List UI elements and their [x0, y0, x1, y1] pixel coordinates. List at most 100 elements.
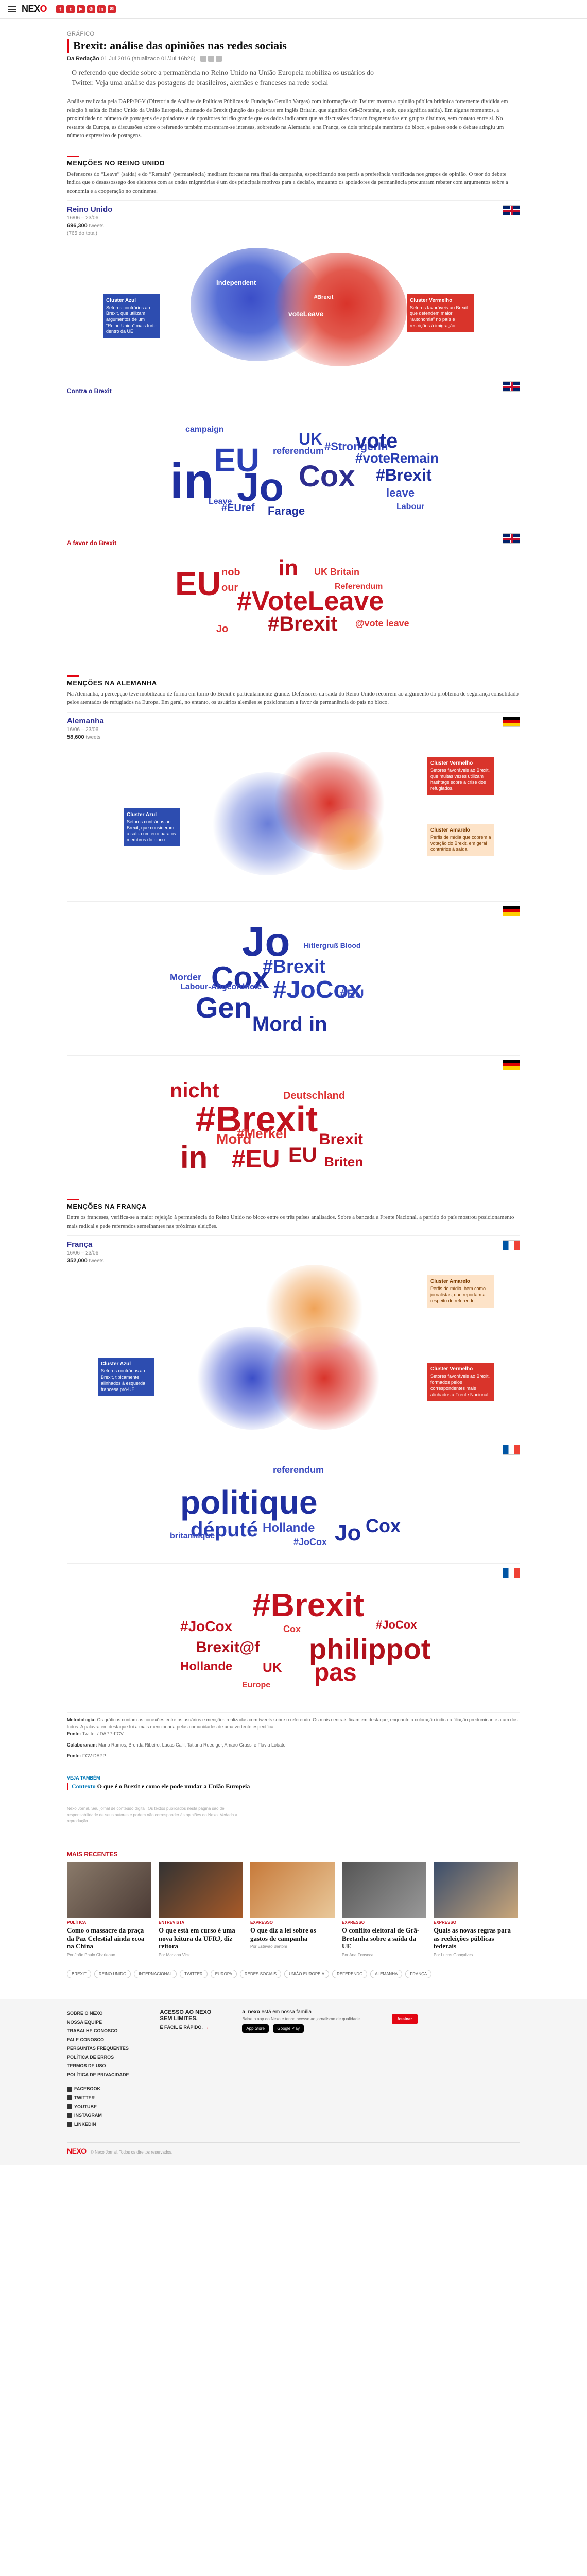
uk-count: 696,300: [67, 223, 88, 229]
de-count: 58,600: [67, 734, 84, 740]
footer-access: Acesso ao Nexo sem limites. É fácil e rá…: [160, 2009, 212, 2030]
fr-callout-red: Cluster Vermelho Setores favoráveis ao Br…: [427, 1363, 494, 1401]
tag[interactable]: Reino Unido: [94, 1969, 131, 1978]
methodology-note: Metodologia: Os gráficos contam as conex…: [67, 1712, 520, 1760]
de-callout-blue: Cluster Azul Setores contrários ao Brexit…: [124, 808, 180, 846]
tag[interactable]: União Europeia: [284, 1969, 330, 1978]
fr-cloud-remain: politique député Jo Cox Hollande referen…: [170, 1465, 401, 1548]
uk-count-unit: tweets: [89, 223, 104, 229]
fr-cloud-leave-panel: #Brexit philippot pas #JoCox Brexit@f Ho…: [67, 1563, 520, 1702]
article-intro: Análise realizada pela DAPP/FGV (Diretor…: [67, 98, 508, 139]
twitter-icon[interactable]: t: [66, 5, 75, 13]
de-country-label: Alemanha: [67, 716, 104, 725]
arrow-right-icon[interactable]: →: [204, 2024, 209, 2030]
header-social-links: f t ▶ ◎ in ✉: [56, 5, 116, 13]
fineprint: Nexo Jornal. Seu jornal de conteúdo digi…: [67, 1806, 237, 1823]
article-card[interactable]: Expresso Quais as novas regras para as re…: [434, 1861, 518, 1957]
section-title-fr: Menções na França: [67, 1199, 520, 1210]
share-icons: [200, 56, 222, 62]
fr-period: 16/06 – 23/06: [67, 1250, 99, 1257]
uk-network-panel: Reino Unido 16/06 – 23/06 696,300 tweets…: [67, 200, 520, 371]
article-card-image[interactable]: [434, 1861, 518, 1918]
footer-link[interactable]: Sobre o Nexo: [67, 2010, 103, 2016]
tag[interactable]: Alemanha: [370, 1969, 403, 1978]
linkedin-icon[interactable]: in: [97, 5, 106, 13]
tag-list: Brexit Reino Unido Internacional Twitter…: [67, 1969, 520, 1978]
de-network-graph: Cluster Azul Setores contrários ao Brexit…: [67, 741, 520, 896]
instagram-icon: [67, 2113, 72, 2119]
more-recent-section: Mais recentes Política Como o massacre da…: [67, 1844, 520, 1978]
footer-link[interactable]: Termos de Uso: [67, 2063, 106, 2069]
footer-link[interactable]: Trabalhe Conosco: [67, 2028, 118, 2033]
de-flag-icon-2: [503, 906, 520, 917]
app-store-button[interactable]: App Store: [242, 2024, 269, 2033]
uk-count-extra: (765 do total): [67, 230, 97, 236]
section-title-uk: Menções no Reino Unido: [67, 156, 520, 167]
fr-count-unit: tweets: [89, 1258, 104, 1264]
de-cloud-remain: Jo Cox #JoCox Gen #Brexit Mord in #EU Mo…: [170, 919, 364, 1036]
linkedin-icon: [67, 2122, 72, 2127]
tag[interactable]: Internacional: [134, 1969, 177, 1978]
more-recent-title: Mais recentes: [67, 1850, 118, 1858]
footer-link[interactable]: Política de Erros: [67, 2055, 114, 2060]
google-play-button[interactable]: Google Play: [273, 2024, 304, 2033]
fr-flag-icon-2: [503, 1445, 520, 1455]
related-label: Veja também: [67, 1775, 100, 1781]
tag[interactable]: Referendo: [332, 1969, 368, 1978]
site-logo[interactable]: NEXO: [22, 4, 47, 14]
article-card-image[interactable]: [342, 1861, 426, 1918]
uk-callout-blue: Cluster Azul Setores contrários ao Brexit…: [103, 294, 160, 338]
uk-blob-word-3: #Brexit: [314, 294, 334, 300]
article-card[interactable]: Expresso O conflito eleitoral de Grã-Bret…: [342, 1861, 426, 1957]
footer-social-twitter[interactable]: Twitter: [67, 2094, 129, 2103]
de-callout-orange: Cluster Amarelo Perfis de mídia que cobre…: [427, 824, 494, 856]
article-card-image[interactable]: [67, 1861, 151, 1918]
footer-social-youtube[interactable]: Youtube: [67, 2103, 129, 2111]
article-card-image[interactable]: [159, 1861, 243, 1918]
fr-flag-icon-3: [503, 1568, 520, 1579]
youtube-icon: [67, 2104, 72, 2110]
uk-cloud-leave-label: A favor do Brexit: [67, 539, 117, 547]
uk-cloud-remain-panel: Contra o Brexit in EU Jo Cox UK #Stronge…: [67, 376, 520, 523]
related-links: Veja também Contexto O que é o Brexit e …: [67, 1775, 520, 1790]
fr-network-panel: França 16/06 – 23/06 352,000 tweets Clus…: [67, 1235, 520, 1435]
footer-link[interactable]: Perguntas Frequentes: [67, 2046, 129, 2052]
tag[interactable]: Redes sociais: [239, 1969, 282, 1978]
footer-social-linkedin[interactable]: Linkedin: [67, 2120, 129, 2129]
de-cloud-leave: #Brexit in #EU EU nicht Mord #Merkel Bre…: [170, 1079, 364, 1175]
footer-social-facebook[interactable]: Facebook: [67, 2084, 129, 2093]
byline-updated: (atualizado 01/Jul 16h26): [132, 56, 196, 62]
share-twitter-icon[interactable]: [208, 56, 214, 62]
facebook-icon[interactable]: f: [56, 5, 65, 13]
footer-link[interactable]: Nossa Equipe: [67, 2019, 102, 2025]
tag[interactable]: França: [405, 1969, 432, 1978]
related-item[interactable]: Contexto O que é o Brexit e como ele pod…: [67, 1782, 520, 1790]
fr-callout-orange: Cluster Amarelo Perfis de mídia, bem como…: [427, 1275, 494, 1308]
instagram-icon[interactable]: ◎: [87, 5, 96, 13]
share-email-icon[interactable]: [215, 56, 222, 62]
de-flag-icon: [503, 716, 520, 727]
site-header: NEXO f t ▶ ◎ in ✉: [0, 0, 587, 19]
youtube-icon[interactable]: ▶: [77, 5, 85, 13]
facebook-icon: [67, 2087, 72, 2092]
article-card[interactable]: Entrevista O que está em curso é uma nova…: [159, 1861, 243, 1957]
share-facebook-icon[interactable]: [200, 56, 206, 62]
de-count-unit: tweets: [85, 734, 101, 740]
tag[interactable]: Twitter: [180, 1969, 208, 1978]
article-card[interactable]: Expresso O que diz a lei sobre os gastos …: [250, 1861, 335, 1957]
footer-social-instagram[interactable]: Instagram: [67, 2111, 129, 2120]
tag[interactable]: Brexit: [67, 1969, 91, 1978]
section-text-uk: Defensores do “Leave” (saída) e do “Rema…: [67, 171, 508, 194]
byline-author: Da Redação: [67, 56, 99, 62]
footer-link[interactable]: Fale Conosco: [67, 2037, 105, 2043]
article-card[interactable]: Política Como o massacre da praça da Paz …: [67, 1861, 151, 1957]
email-icon[interactable]: ✉: [108, 5, 116, 13]
de-callout-red: Cluster Vermelho Setores favoráveis ao Br…: [427, 757, 494, 795]
hamburger-menu-icon[interactable]: [8, 6, 16, 12]
tag[interactable]: Europa: [210, 1969, 237, 1978]
article-card-image[interactable]: [250, 1861, 335, 1918]
footer-logo[interactable]: NEXO: [67, 2146, 87, 2155]
article-title: Brexit: análise das opiniões nas redes s…: [67, 39, 520, 53]
subscribe-button[interactable]: Assinar: [392, 2014, 418, 2024]
footer-link[interactable]: Política de Privacidade: [67, 2072, 129, 2078]
